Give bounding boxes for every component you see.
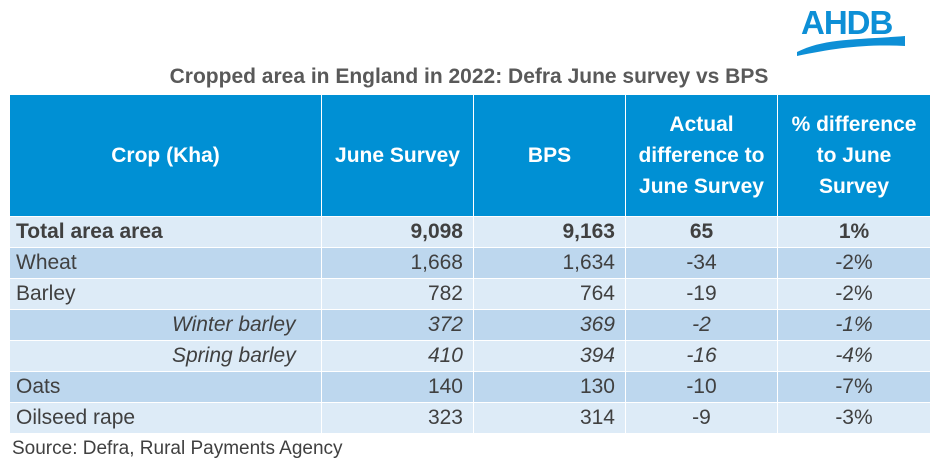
cell-bps: 369 [473,309,626,341]
table-row: Oats 140 130 -10 -7% [10,371,930,403]
cell-crop: Winter barley [10,309,322,341]
cell-pct: -7% [777,371,930,403]
header-row: Crop (Kha) June Survey BPS Actual differ… [10,95,930,217]
header-bps: BPS [473,95,626,217]
header-crop: Crop (Kha) [10,95,322,217]
cell-june: 140 [321,371,474,403]
cell-pct: 1% [777,216,930,248]
cell-bps: 764 [473,278,626,310]
header-diff: Actual difference to June Survey [625,95,778,217]
data-table: Crop (Kha) June Survey BPS Actual differ… [10,95,930,433]
cell-bps: 130 [473,371,626,403]
table-row: Barley 782 764 -19 -2% [10,278,930,310]
table-row: Total area area 9,098 9,163 65 1% [10,216,930,248]
cell-crop: Barley [10,278,322,310]
logo-text: AHDB [801,4,893,41]
cell-crop: Oilseed rape [10,402,322,433]
cell-crop: Total area area [10,216,322,248]
cell-diff: -2 [625,309,778,341]
cell-pct: -4% [777,340,930,372]
cell-june: 1,668 [321,247,474,279]
cell-june: 372 [321,309,474,341]
cell-diff: -19 [625,278,778,310]
table-title: Cropped area in England in 2022: Defra J… [169,65,769,88]
cell-june: 410 [321,340,474,372]
cell-pct: -1% [777,309,930,341]
cell-pct: -3% [777,402,930,433]
cell-june: 323 [321,402,474,433]
cell-crop: Wheat [10,247,322,279]
ahdb-logo: AHDB [795,4,907,56]
table-row: Winter barley 372 369 -2 -1% [10,309,930,341]
cell-diff: 65 [625,216,778,248]
cell-diff: -34 [625,247,778,279]
source-note: Source: Defra, Rural Payments Agency [12,438,343,459]
table-row: Spring barley 410 394 -16 -4% [10,340,930,372]
wave-icon [797,36,905,56]
header-june: June Survey [321,95,474,217]
header-pct: % difference to June Survey [777,95,930,217]
cell-crop: Oats [10,371,322,403]
cell-bps: 394 [473,340,626,372]
cell-bps: 1,634 [473,247,626,279]
cell-bps: 314 [473,402,626,433]
cell-june: 9,098 [321,216,474,248]
cell-bps: 9,163 [473,216,626,248]
cell-diff: -16 [625,340,778,372]
table-row: Oilseed rape 323 314 -9 -3% [10,402,930,433]
table-row: Wheat 1,668 1,634 -34 -2% [10,247,930,279]
cell-crop: Spring barley [10,340,322,372]
cell-diff: -9 [625,402,778,433]
cell-diff: -10 [625,371,778,403]
cell-pct: -2% [777,278,930,310]
cell-pct: -2% [777,247,930,279]
cell-june: 782 [321,278,474,310]
